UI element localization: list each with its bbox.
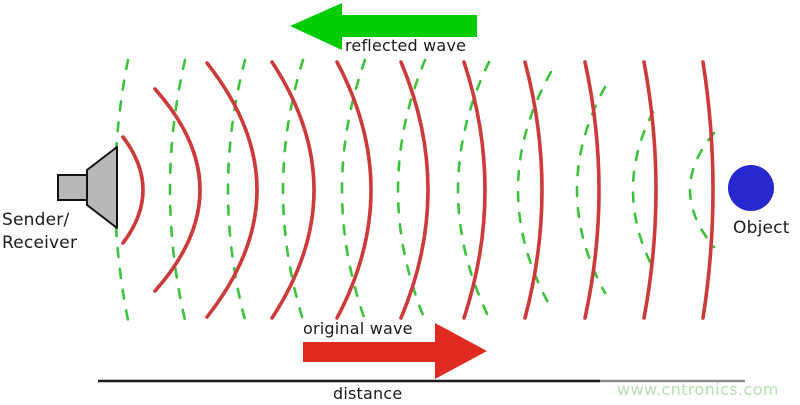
original-wavefront [642, 60, 658, 320]
original-wavefront [205, 61, 259, 319]
distance-label: distance [333, 384, 403, 403]
original-wave-arcs [121, 60, 715, 320]
original-wavefront [701, 60, 715, 320]
reflected-wavefront [631, 110, 655, 270]
original-wavefront [523, 60, 544, 320]
original-wavefront [583, 60, 601, 320]
reflected-wavefront [516, 70, 553, 310]
reflected-wave-arrow [290, 3, 477, 50]
reflected-wavefront [226, 58, 247, 322]
sender-receiver-label: Sender/ Receiver [2, 209, 77, 255]
reflected-wavefront [340, 58, 367, 322]
sender-label-line2: Receiver [2, 233, 78, 253]
original-wave-arrow [303, 323, 487, 379]
original-wavefront [153, 87, 202, 293]
speaker-icon [57, 146, 118, 229]
reflected-wave-label: reflected wave [345, 36, 467, 55]
original-wavefront [399, 60, 430, 320]
object-label: Object [733, 218, 790, 238]
original-wavefront [462, 60, 487, 320]
reflected-wavefront [688, 131, 716, 249]
watermark-text: www.cntronics.com [617, 380, 779, 399]
reflected-wavefront [168, 58, 187, 322]
original-wavefront [270, 60, 316, 320]
reflected-wavefront [456, 60, 491, 320]
original-wave-label: original wave [303, 319, 413, 338]
original-wavefront [335, 60, 373, 320]
sender-label-line1: Sender/ [2, 210, 70, 230]
reflected-wavefront [396, 58, 427, 322]
object-circle [728, 165, 774, 211]
original-wavefront [121, 135, 145, 245]
reflected-wavefront [281, 58, 305, 322]
